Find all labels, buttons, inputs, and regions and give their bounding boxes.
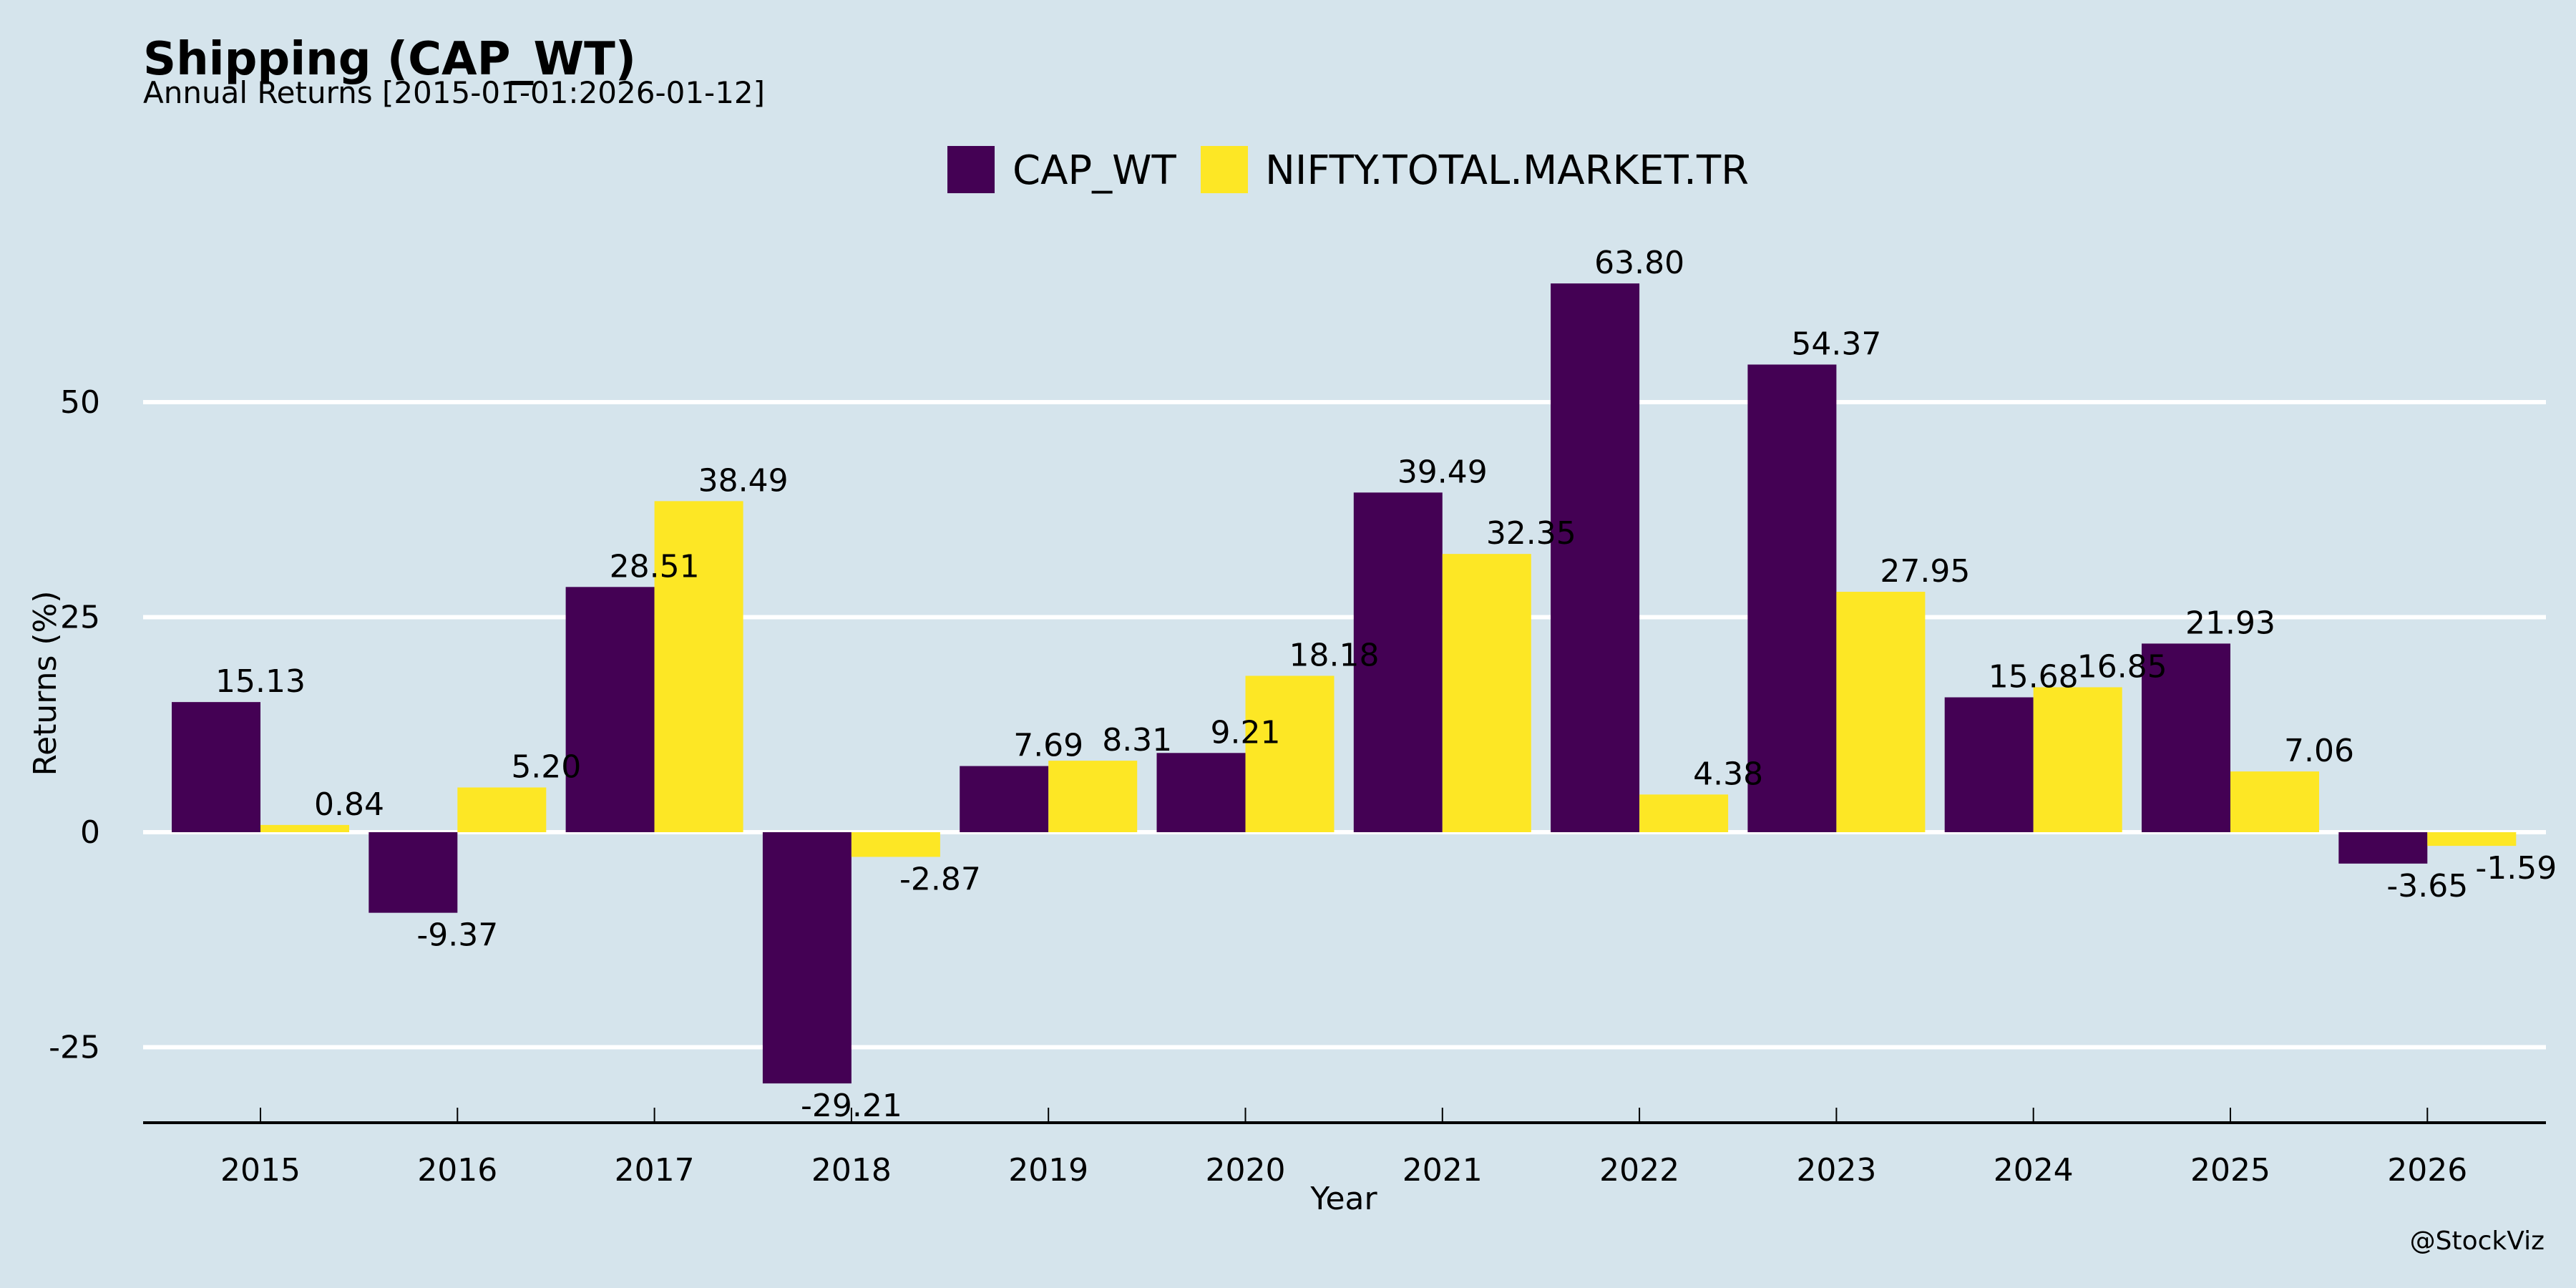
bar-cap-wt (565, 587, 655, 832)
chart-subtitle: Annual Returns [2015-01-01:2026-01-12] (143, 75, 765, 110)
bar-cap-wt (2338, 832, 2428, 864)
data-label-cap-wt: 28.51 (610, 548, 700, 585)
y-axis-ticks: -25 0 25 50 (49, 384, 100, 1066)
bar-cap-wt (1747, 364, 1837, 832)
legend-label-nifty: NIFTY.TOTAL.MARKET.TR (1265, 147, 1749, 194)
bar-cap-wt (1944, 697, 2034, 832)
data-label-cap-wt: 54.37 (1791, 326, 1881, 362)
x-tick-label: 2026 (2387, 1152, 2467, 1189)
bar-nifty (1836, 592, 1926, 832)
y-tick-label: 0 (80, 814, 100, 851)
data-label-nifty: 5.20 (511, 748, 581, 785)
x-tick-label: 2020 (1206, 1152, 1286, 1189)
data-label-cap-wt: 15.13 (215, 663, 306, 700)
y-tick-label: 25 (60, 600, 100, 636)
x-tick-label: 2025 (2190, 1152, 2270, 1189)
legend-swatch-nifty (1201, 146, 1248, 193)
data-label-nifty: 0.84 (314, 786, 384, 823)
x-axis-label: Year (1309, 1181, 1377, 1217)
legend-label-cap-wt: CAP_WT (1013, 147, 1177, 194)
y-axis-label: Returns (%) (27, 590, 64, 776)
data-labels: 15.130.84-9.375.2028.5138.49-29.21-2.877… (215, 245, 2557, 1124)
bar-nifty (1442, 554, 1531, 832)
x-tick-label: 2023 (1796, 1152, 1876, 1189)
data-label-cap-wt: -9.37 (416, 917, 498, 954)
bar-nifty (260, 824, 349, 832)
data-label-cap-wt: 21.93 (2185, 605, 2275, 641)
data-label-cap-wt: 15.68 (1989, 659, 2079, 696)
x-tick-label: 2018 (811, 1152, 892, 1189)
bar-cap-wt (1353, 492, 1443, 832)
data-label-nifty: 38.49 (698, 462, 789, 499)
watermark: @StockViz (2410, 1226, 2545, 1256)
x-tick-label: 2019 (1008, 1152, 1088, 1189)
x-tick-label: 2021 (1402, 1152, 1483, 1189)
legend-swatch-cap-wt (947, 146, 995, 193)
x-tick-label: 2024 (1994, 1152, 2074, 1189)
bar-cap-wt (172, 702, 260, 832)
bar-nifty (2033, 687, 2122, 832)
data-label-nifty: 16.85 (2077, 648, 2167, 685)
data-label-cap-wt: 7.69 (1013, 728, 1083, 764)
data-label-nifty: 7.06 (2284, 733, 2354, 769)
x-tick-label: 2017 (615, 1152, 695, 1189)
x-tick-label: 2015 (220, 1152, 301, 1189)
bar-cap-wt (1156, 753, 1246, 832)
bar-nifty (2427, 832, 2517, 847)
bar-nifty (2230, 771, 2319, 832)
x-tick-label: 2022 (1599, 1152, 1679, 1189)
bar-nifty (1048, 761, 1138, 832)
bar-nifty (1639, 794, 1729, 832)
bar-nifty (654, 501, 743, 832)
data-label-cap-wt: 63.80 (1594, 245, 1684, 281)
bar-cap-wt (2142, 643, 2230, 832)
data-label-nifty: 4.38 (1693, 756, 1763, 792)
bar-cap-wt (1551, 283, 1640, 832)
bar-cap-wt (762, 832, 852, 1084)
data-label-cap-wt: 9.21 (1211, 714, 1281, 751)
x-axis-ticks: 2015 2016 2017 2018 2019 2020 2021 2022 2023 2024… (220, 1108, 2467, 1189)
bar-nifty (457, 787, 547, 832)
x-tick-label: 2016 (417, 1152, 497, 1189)
bar-cap-wt (960, 766, 1049, 832)
y-tick-label: 50 (60, 384, 100, 421)
bar-nifty (851, 832, 940, 857)
y-tick-label: -25 (49, 1030, 100, 1066)
data-label-nifty: 27.95 (1880, 553, 1970, 590)
data-label-nifty: 18.18 (1289, 637, 1380, 673)
data-label-nifty: 8.31 (1102, 722, 1172, 758)
bars (172, 283, 2517, 1084)
data-label-cap-wt: -3.65 (2386, 868, 2468, 904)
legend: CAP_WT NIFTY.TOTAL.MARKET.TR (947, 146, 1749, 194)
data-label-nifty: -1.59 (2475, 850, 2557, 887)
bar-cap-wt (369, 832, 458, 913)
data-label-nifty: 32.35 (1486, 515, 1576, 552)
bar-nifty (1245, 675, 1335, 832)
data-label-nifty: -2.87 (899, 861, 981, 897)
chart-title: Shipping (CAP_WT) (143, 33, 636, 86)
data-label-cap-wt: 39.49 (1397, 454, 1488, 490)
